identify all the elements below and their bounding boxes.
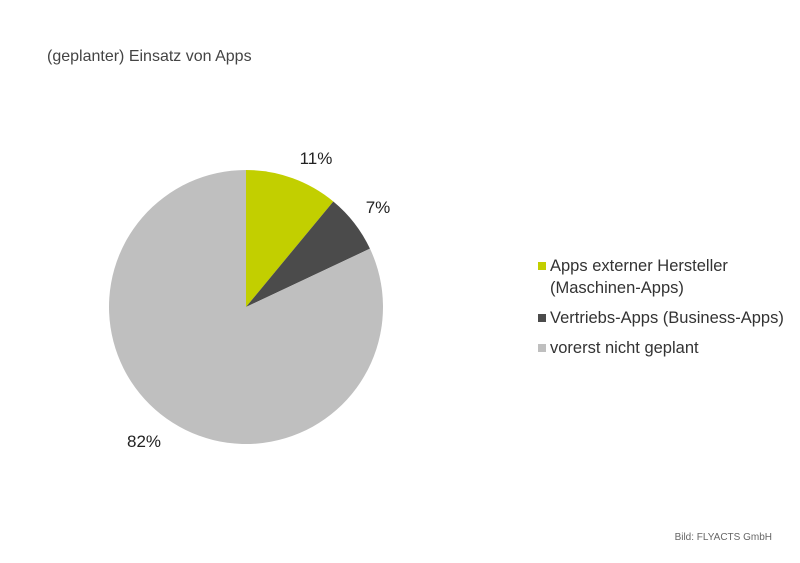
chart-title: (geplanter) Einsatz von Apps xyxy=(47,48,252,65)
legend-swatch xyxy=(538,262,546,270)
pie-slice-nicht-geplant xyxy=(109,170,384,444)
legend-swatch xyxy=(538,344,546,352)
slice-label-nicht-geplant: 82% xyxy=(126,432,162,451)
image-credit: Bild: FLYACTS GmbH xyxy=(674,532,772,543)
slice-label-business-apps: 7% xyxy=(365,198,391,217)
legend: Apps externer Hersteller (Maschinen-Apps… xyxy=(538,255,788,367)
legend-item: vorerst nicht geplant xyxy=(538,337,788,359)
legend-label: Apps externer Hersteller (Maschinen-Apps… xyxy=(550,257,728,297)
legend-item: Apps externer Hersteller (Maschinen-Apps… xyxy=(538,255,788,299)
legend-label: Vertriebs-Apps (Business-Apps) xyxy=(550,309,784,327)
pie-slice-maschinen-apps xyxy=(246,170,334,307)
legend-label: vorerst nicht geplant xyxy=(550,339,699,357)
legend-swatch xyxy=(538,314,546,322)
legend-item: Vertriebs-Apps (Business-Apps) xyxy=(538,307,788,329)
slice-label-maschinen-apps: 11% xyxy=(299,149,333,168)
pie-slice-business-apps xyxy=(246,201,370,307)
